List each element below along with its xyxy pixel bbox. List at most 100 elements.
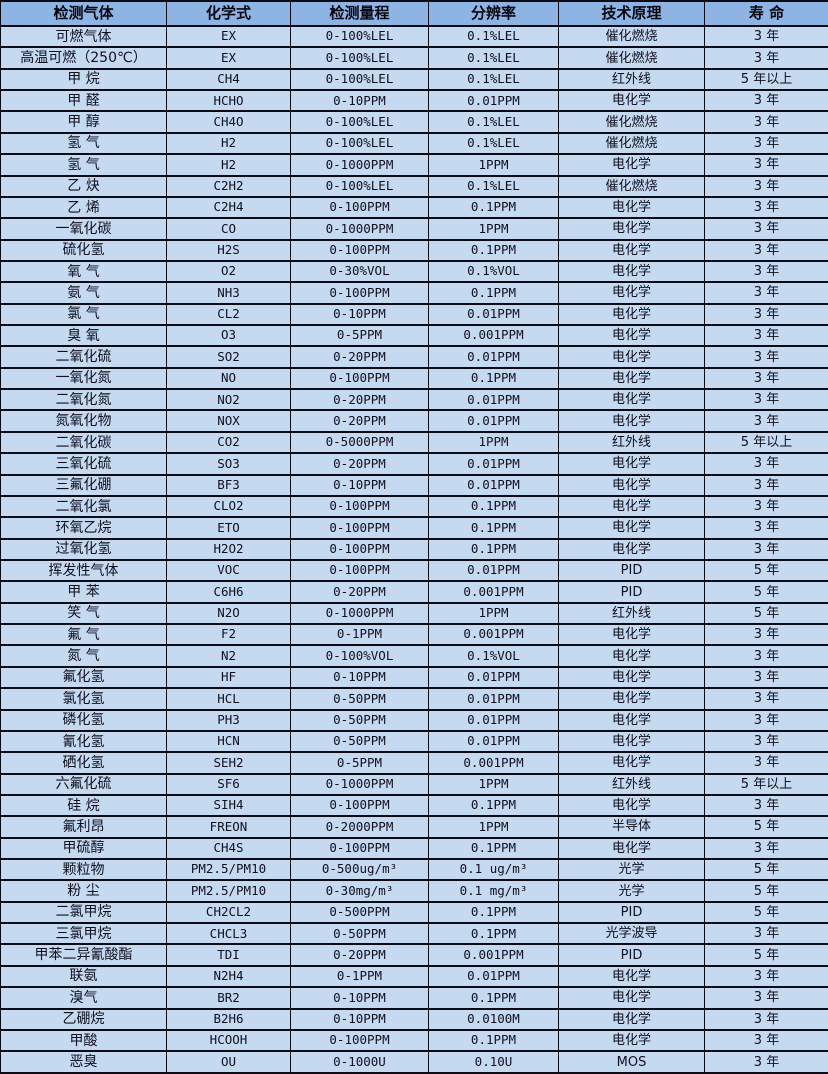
cell-lifespan: 5 年 [704,815,828,839]
cell-detected-gas: 二氧化硫 [0,345,167,369]
cell-technology-principle: 电化学 [558,1007,705,1031]
cell-detection-range: 0-10PPM [290,986,429,1010]
cell-detection-range: 0-10PPM [290,1007,429,1031]
cell-technology-principle: 电化学 [558,324,705,348]
cell-detected-gas: 氨 气 [0,281,167,305]
cell-chemical-formula: PM2.5/PM10 [166,879,291,903]
cell-chemical-formula: NO2 [166,388,291,412]
cell-chemical-formula: N2O [166,601,291,626]
cell-detected-gas: 高温可燃（250℃） [0,46,167,70]
cell-resolution: 0.01PPM [428,473,559,497]
table-row: 恶臭 OU 0-1000U 0.10U MOS 3 年 [0,1050,828,1074]
cell-technology-principle: 电化学 [558,729,705,754]
cell-chemical-formula: F2 [166,623,291,647]
cell-detected-gas: 氧 气 [0,259,167,284]
cell-detection-range: 0-20PPM [290,345,429,369]
cell-lifespan: 5 年 [704,558,828,583]
cell-resolution: 0.001PPM [428,324,559,348]
cell-lifespan: 3 年 [704,24,828,49]
cell-detection-range: 0-5PPM [290,751,429,775]
cell-resolution: 0.1%VOL [428,259,559,284]
cell-technology-principle: 电化学 [558,1028,705,1053]
cell-technology-principle: 电化学 [558,259,705,284]
cell-lifespan: 3 年 [704,281,828,305]
cell-detected-gas: 氮氧化物 [0,409,167,433]
cell-detected-gas: 三氯甲烷 [0,922,167,946]
cell-resolution: 1PPM [428,430,559,455]
cell-technology-principle: 电化学 [558,89,705,113]
cell-resolution: 1PPM [428,601,559,626]
cell-detected-gas: 二氧化碳 [0,430,167,455]
cell-lifespan: 3 年 [704,1028,828,1053]
cell-resolution: 1PPM [428,217,559,241]
cell-detection-range: 0-20PPM [290,409,429,433]
cell-resolution: 0.01PPM [428,687,559,711]
cell-lifespan: 3 年 [704,687,828,711]
cell-technology-principle: 光学波导 [558,922,705,946]
cell-technology-principle: 电化学 [558,388,705,412]
header-row: 检测气体 化学式 检测量程 分辨率 技术原理 寿 命 [0,0,828,27]
cell-detection-range: 0-50PPM [290,729,429,754]
cell-resolution: 0.1%LEL [428,174,559,198]
cell-chemical-formula: BF3 [166,473,291,497]
cell-detection-range: 0-500ug/m³ [290,857,429,882]
table-row: 乙 炔 C2H2 0-100%LEL 0.1%LEL 催化燃烧 3 年 [0,174,828,198]
cell-technology-principle: 红外线 [558,430,705,455]
cell-chemical-formula: HCOOH [166,1028,291,1053]
cell-detected-gas: 甲酸 [0,1028,167,1053]
cell-chemical-formula: H2 [166,131,291,156]
cell-chemical-formula: PM2.5/PM10 [166,857,291,882]
cell-resolution: 0.1PPM [428,793,559,818]
cell-technology-principle: 红外线 [558,601,705,626]
table-row: 六氟化硫 SF6 0-1000PPM 1PPM 红外线 5 年以上 [0,772,828,796]
cell-chemical-formula: C2H4 [166,195,291,220]
cell-detected-gas: 氮 气 [0,644,167,668]
table-row: 氟 气 F2 0-1PPM 0.001PPM 电化学 3 年 [0,623,828,647]
cell-technology-principle: 催化燃烧 [558,110,705,134]
cell-detected-gas: 臭 氧 [0,324,167,348]
cell-detection-range: 0-100PPM [290,195,429,220]
cell-lifespan: 3 年 [704,345,828,369]
cell-resolution: 0.10U [428,1050,559,1074]
cell-detection-range: 0-1PPM [290,623,429,647]
cell-lifespan: 3 年 [704,217,828,241]
cell-resolution: 0.1%VOL [428,644,559,668]
cell-resolution: 0.01PPM [428,345,559,369]
cell-resolution: 0.001PPM [428,623,559,647]
cell-resolution: 0.1%LEL [428,67,559,92]
cell-lifespan: 3 年 [704,665,828,690]
cell-chemical-formula: TDI [166,943,291,967]
cell-chemical-formula: H2O2 [166,537,291,562]
cell-detected-gas: 一氧化氮 [0,366,167,391]
cell-detected-gas: 氯化氢 [0,687,167,711]
cell-detected-gas: 甲 醛 [0,89,167,113]
cell-resolution: 0.1PPM [428,195,559,220]
cell-detected-gas: 挥发性气体 [0,558,167,583]
cell-detected-gas: 环氧乙烷 [0,516,167,540]
cell-detection-range: 0-10PPM [290,89,429,113]
cell-detection-range: 0-100%LEL [290,46,429,70]
cell-technology-principle: 电化学 [558,836,705,861]
table-row: 二氧化氯 CLO2 0-100PPM 0.1PPM 电化学 3 年 [0,494,828,519]
cell-technology-principle: 电化学 [558,751,705,775]
cell-lifespan: 5 年以上 [704,67,828,92]
cell-resolution: 0.1%LEL [428,131,559,156]
table-row: 二氧化硫 SO2 0-20PPM 0.01PPM 电化学 3 年 [0,345,828,369]
cell-lifespan: 3 年 [704,324,828,348]
cell-chemical-formula: SO3 [166,452,291,476]
table-row: 三氯甲烷 CHCL3 0-50PPM 0.1PPM 光学波导 3 年 [0,922,828,946]
cell-chemical-formula: NOX [166,409,291,433]
cell-lifespan: 3 年 [704,238,828,262]
table-row: 笑 气 N2O 0-1000PPM 1PPM 红外线 5 年 [0,601,828,626]
cell-detected-gas: 硒化氢 [0,751,167,775]
cell-detected-gas: 三氟化硼 [0,473,167,497]
cell-detection-range: 0-100%LEL [290,131,429,156]
cell-resolution: 0.01PPM [428,729,559,754]
table-row: 颗粒物 PM2.5/PM10 0-500ug/m³ 0.1 ug/m³ 光学 5 年 [0,857,828,882]
cell-resolution: 0.1PPM [428,537,559,562]
cell-detected-gas: 甲硫醇 [0,836,167,861]
cell-resolution: 0.1PPM [428,986,559,1010]
cell-chemical-formula: CH4S [166,836,291,861]
table-row: 甲 醛 HCHO 0-10PPM 0.01PPM 电化学 3 年 [0,89,828,113]
